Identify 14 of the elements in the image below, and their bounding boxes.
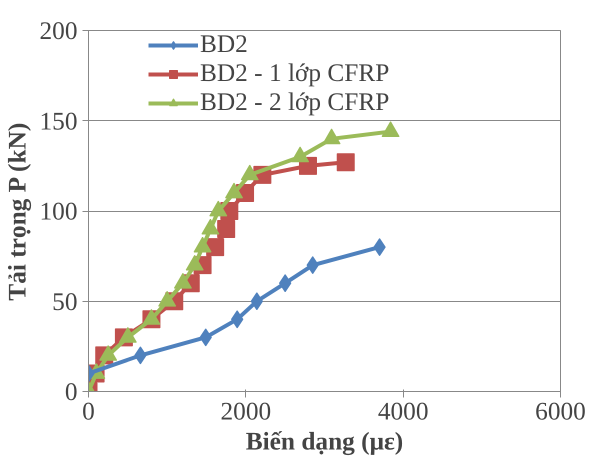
x-tick-label: 0 xyxy=(82,398,95,426)
y-tick-label: 150 xyxy=(40,107,78,136)
x-tick-label: 4000 xyxy=(378,398,428,426)
y-tick-label: 200 xyxy=(40,17,78,45)
legend-label: BD2 - 2 lớp CFRP xyxy=(200,88,390,117)
x-tick-label: 2000 xyxy=(220,398,272,426)
legend-label: BD2 xyxy=(200,30,248,59)
y-tick-label: 50 xyxy=(52,288,78,316)
x-tick-label: 6000 xyxy=(535,398,586,426)
y-axis-title: Tải trọng P (kN) xyxy=(4,122,32,301)
y-tick-label: 0 xyxy=(64,378,78,406)
x-axis-title: Biến dạng (με) xyxy=(246,428,404,456)
legend-label: BD2 - 1 lớp CFRP xyxy=(200,59,390,88)
y-tick-label: 100 xyxy=(40,198,78,226)
